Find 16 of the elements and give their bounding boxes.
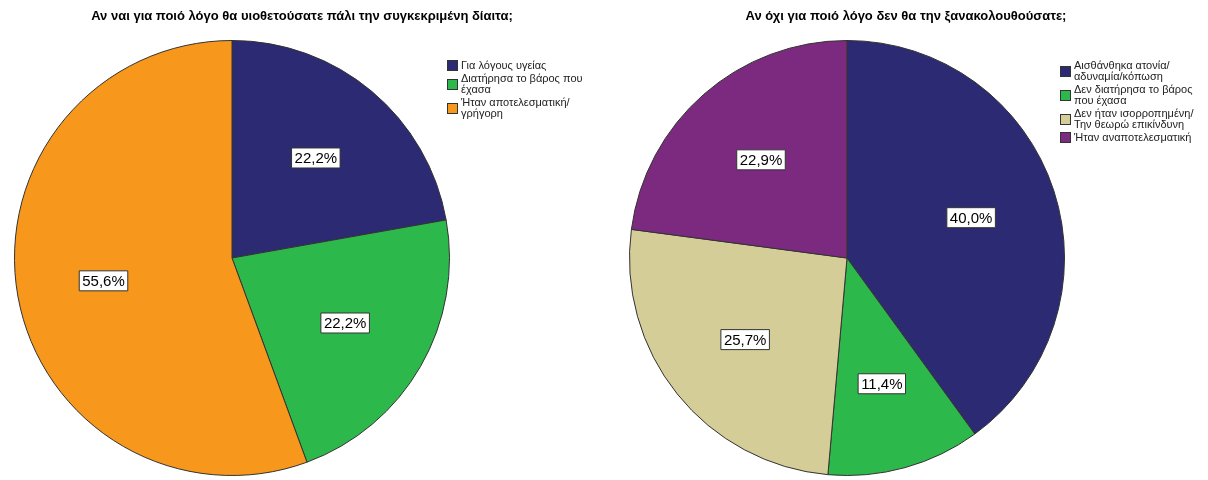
data-label: 40,0% (949, 208, 993, 226)
data-label: 55,6% (82, 271, 125, 289)
data-label: 22,2% (323, 314, 367, 332)
legend-label: Για λόγους υγείας (461, 59, 547, 71)
chart-title: Αν ναι για ποιό λόγο θα υιοθετούσατε πάλι την συγκεκριμένη δίαιτα; (90, 8, 514, 23)
chart-title: Αν όχι για ποιό λόγο δεν θα την ξανακολουθούσατε; (744, 8, 1068, 23)
legend-label: Διατήρησα το βάρος που έχασα (461, 72, 584, 95)
legend-label: Ήταν αναποτελεσματική (1074, 131, 1192, 143)
data-label: 22,2% (294, 149, 338, 167)
legend-label: Ήταν αποτελεσματική/γρήγορη (461, 96, 571, 119)
legend-label: Αισθάνθηκα ατονία/αδυναμία/κόπωση (1074, 59, 1171, 82)
legend-label: Δεν διατήρησα το βάρος που έχασα (1074, 83, 1194, 106)
data-label: 11,4% (861, 374, 903, 392)
data-label: 22,9% (739, 150, 783, 168)
legend-label: Δεν ήταν ισορροπημένη/Την θεωρώ επικίνδυνη (1074, 107, 1195, 130)
data-label: 25,7% (723, 330, 767, 348)
